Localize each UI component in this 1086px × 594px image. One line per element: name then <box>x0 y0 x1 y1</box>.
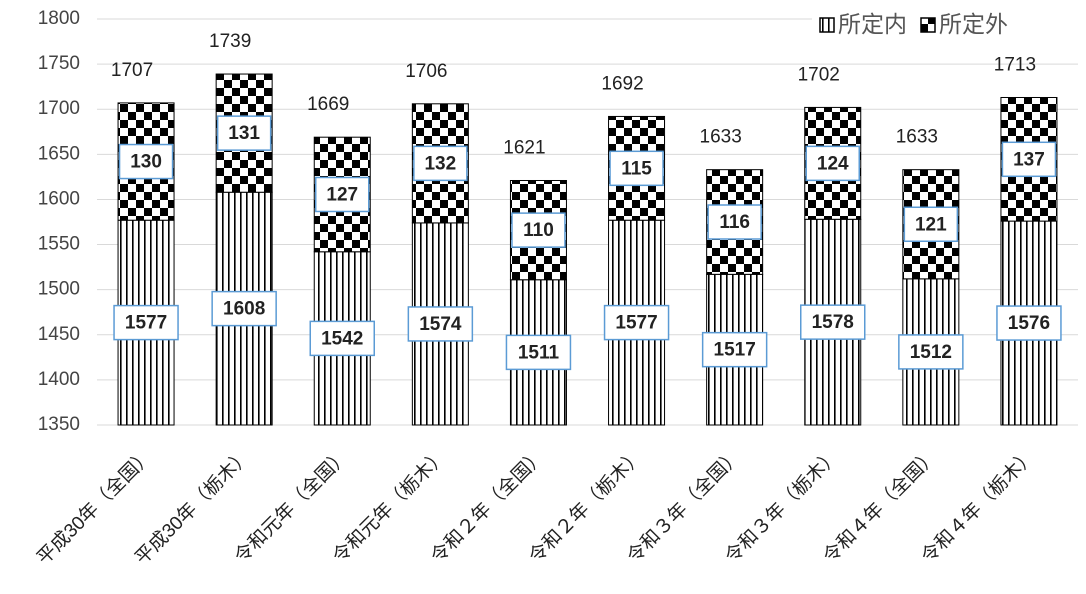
total-label: 1706 <box>405 61 447 82</box>
data-label-box <box>707 204 762 240</box>
total-label: 1692 <box>601 73 643 94</box>
data-label-box <box>903 206 959 243</box>
y-tick-label: 1800 <box>38 8 80 29</box>
data-label-box <box>315 176 370 213</box>
data-label-box <box>413 145 468 182</box>
data-label: 1517 <box>714 340 756 361</box>
data-label: 1608 <box>223 299 265 320</box>
total-label: 1702 <box>798 64 840 85</box>
legend: 所定内 所定外 <box>812 8 1082 44</box>
data-label-box <box>113 304 179 341</box>
y-tick-label: 1450 <box>38 324 80 345</box>
data-label: 130 <box>130 152 162 173</box>
data-label: 1512 <box>910 342 952 363</box>
data-label-box <box>211 290 277 327</box>
legend-label: 所定外 <box>939 11 1008 37</box>
y-tick-label: 1550 <box>38 234 80 255</box>
data-label: 1578 <box>812 312 854 333</box>
total-label: 1739 <box>209 31 251 52</box>
data-label-box <box>800 304 866 340</box>
y-tick-label: 1600 <box>38 188 80 209</box>
y-tick-label: 1700 <box>38 98 80 119</box>
data-label: 131 <box>228 123 260 144</box>
data-label-box <box>898 334 964 370</box>
total-label: 1713 <box>994 55 1036 76</box>
total-label: 1707 <box>111 60 153 81</box>
total-label: 1633 <box>896 127 938 148</box>
legend-label: 所定内 <box>838 11 907 37</box>
data-label-box <box>216 115 272 151</box>
data-label-box <box>407 306 474 342</box>
data-label: 121 <box>915 214 947 235</box>
data-label-box <box>1001 141 1057 178</box>
y-tick-label: 1650 <box>38 143 80 164</box>
y-tick-label: 1750 <box>38 53 80 74</box>
legend-swatch <box>819 17 835 33</box>
data-label-box <box>505 334 572 371</box>
data-label: 127 <box>326 184 358 205</box>
data-label-box <box>118 143 174 180</box>
data-label: 132 <box>424 153 456 174</box>
data-label: 1542 <box>321 328 363 349</box>
data-label-box <box>309 320 375 357</box>
data-label-box <box>701 331 768 368</box>
data-label: 1574 <box>419 314 462 335</box>
data-label: 110 <box>523 220 554 241</box>
data-label: 1576 <box>1008 313 1050 334</box>
total-label: 1633 <box>700 127 742 148</box>
y-tick-label: 1400 <box>38 369 80 390</box>
total-label: 1669 <box>307 94 349 115</box>
data-label-box <box>603 304 670 341</box>
data-label-box <box>511 212 566 248</box>
y-tick-label: 1500 <box>38 279 80 300</box>
y-tick-label: 1350 <box>38 414 80 435</box>
data-label-box <box>805 145 860 182</box>
data-label: 137 <box>1013 149 1045 170</box>
data-label: 1577 <box>615 313 657 334</box>
legend-bg <box>812 8 1082 44</box>
data-label: 116 <box>719 212 750 233</box>
data-label: 1577 <box>125 313 167 334</box>
total-label: 1621 <box>503 138 545 159</box>
data-label-box <box>996 305 1062 341</box>
data-label: 124 <box>817 153 849 174</box>
legend-swatch <box>920 17 936 33</box>
data-label: 115 <box>621 158 652 179</box>
data-label-box <box>609 150 664 187</box>
data-label: 1511 <box>518 342 560 363</box>
